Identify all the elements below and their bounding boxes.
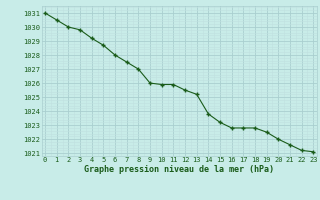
X-axis label: Graphe pression niveau de la mer (hPa): Graphe pression niveau de la mer (hPa)	[84, 165, 274, 174]
